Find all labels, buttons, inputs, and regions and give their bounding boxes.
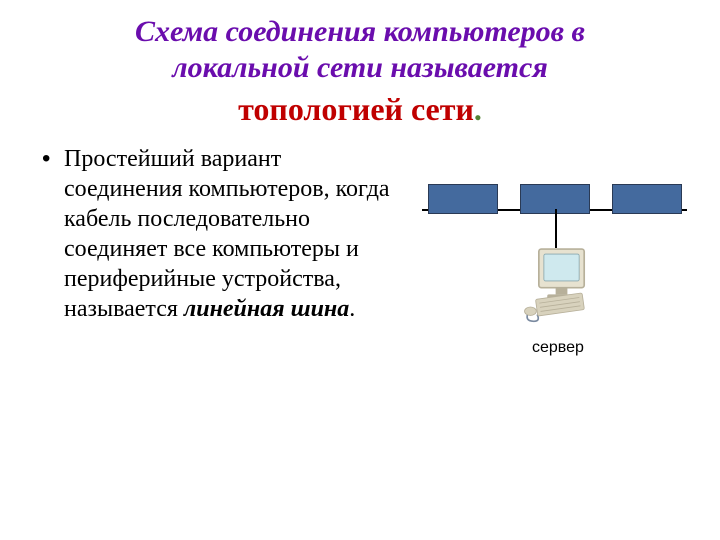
subtitle: топологией сети. [0, 90, 720, 128]
bus-node [612, 184, 682, 214]
title-line-2: локальной сети называется [0, 50, 720, 86]
title-line-1: Схема соединения компьютеров в [0, 14, 720, 50]
bullet-column: • Простейший вариант соединения компьюте… [42, 144, 392, 324]
bullet-marker: • [42, 144, 64, 174]
server-label: сервер [532, 339, 584, 357]
bullet-text: Простейший вариант соединения компьютеро… [64, 144, 392, 324]
computer-icon [517, 244, 601, 328]
bus-node [428, 184, 498, 214]
bullet-item: • Простейший вариант соединения компьюте… [42, 144, 392, 324]
bullet-text-bold: линейная шина [184, 296, 349, 322]
bus-drop-line [555, 209, 557, 248]
subtitle-main: топологией сети [238, 91, 474, 127]
bullet-text-suffix: . [349, 296, 355, 322]
subtitle-dot: . [474, 91, 482, 127]
diagram: сервер [392, 144, 690, 324]
